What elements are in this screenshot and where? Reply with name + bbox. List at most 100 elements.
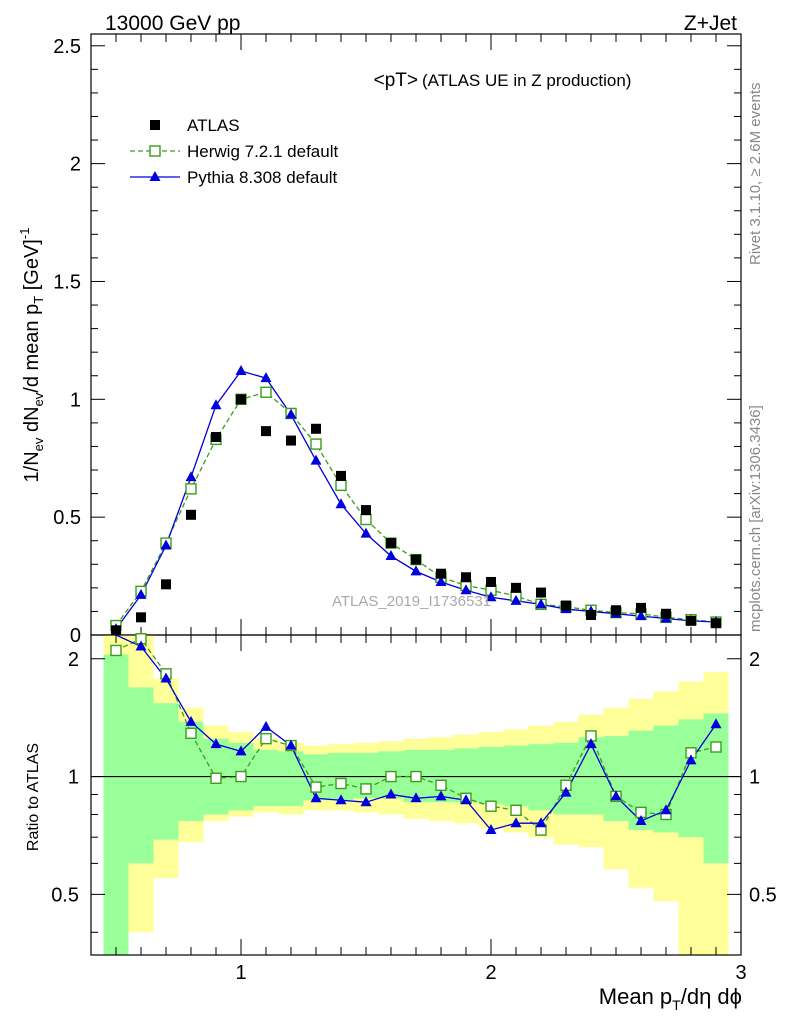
- atlas-marker: [336, 470, 346, 481]
- watermark: ATLAS_2019_I1736531: [332, 593, 491, 610]
- band-inner: [528, 744, 554, 811]
- herwig-marker: [335, 479, 347, 492]
- herwig-marker: [260, 732, 272, 745]
- mcplots-label: mcplots.cern.ch [arXiv:1306.3436]: [747, 405, 764, 632]
- y-tick-label: 1: [70, 389, 81, 411]
- atlas-marker: [161, 579, 171, 590]
- pythia-marker: [685, 754, 697, 765]
- herwig-line: [115, 391, 717, 626]
- herwig-marker: [185, 483, 197, 495]
- pythia-marker: [310, 792, 322, 803]
- pythia-marker: [260, 720, 272, 731]
- legend: ATLAS Herwig 7.2.1 default Pythia 8.308 de…: [130, 116, 338, 187]
- atlas-marker: [111, 625, 121, 636]
- herwig-marker: [110, 644, 122, 657]
- pythia-marker: [185, 471, 197, 482]
- x-tick-label: 1: [235, 962, 246, 984]
- atlas-marker: [236, 394, 246, 405]
- legend-label: Herwig 7.2.1 default: [187, 142, 338, 161]
- atlas-marker: [211, 432, 221, 443]
- pythia-marker: [310, 454, 322, 465]
- pythia-marker: [460, 794, 472, 805]
- pythia-marker: [410, 792, 422, 803]
- header-right: Z+Jet: [684, 12, 737, 35]
- pythia-marker: [260, 372, 272, 383]
- atlas-marker: [136, 612, 146, 623]
- pythia-marker: [585, 738, 597, 749]
- header-left: 13000 GeV pp: [105, 12, 240, 35]
- herwig-marker: [210, 772, 222, 784]
- atlas-marker: [486, 576, 496, 587]
- rivet-label: Rivet 3.1.10, ≥ 2.6M events: [747, 83, 764, 266]
- atlas-marker: [711, 618, 721, 629]
- atlas-marker: [311, 423, 321, 434]
- pythia-marker: [360, 527, 372, 538]
- x-tick-label: 2: [485, 962, 496, 984]
- herwig-marker: [435, 779, 447, 791]
- pythia-marker: [535, 598, 547, 609]
- pythia-marker: [335, 794, 347, 805]
- y-tick-label: 2.5: [53, 36, 81, 58]
- ratio-y-tick-label: 0.5: [51, 884, 79, 906]
- pythia-marker: [710, 718, 722, 729]
- plot-title: <pT>: [374, 70, 418, 91]
- atlas-marker: [261, 426, 271, 437]
- pythia-marker: [235, 365, 247, 376]
- ratio-y-axis-label: Ratio to ATLAS: [25, 743, 42, 851]
- atlas-marker: [636, 602, 646, 613]
- pythia-marker: [610, 790, 622, 801]
- x-tick-label: 3: [735, 962, 746, 984]
- pythia-marker: [485, 824, 497, 835]
- atlas-marker: [186, 509, 196, 520]
- atlas-marker: [561, 600, 571, 611]
- y-tick-label: 2: [70, 154, 81, 176]
- pythia-marker: [360, 796, 372, 807]
- herwig-marker: [510, 804, 522, 816]
- pythia-marker: [335, 498, 347, 509]
- herwig-marker: [410, 770, 422, 783]
- pythia-line: [115, 370, 717, 630]
- atlas-marker: [686, 615, 696, 626]
- atlas-marker: [411, 554, 421, 565]
- pythia-marker: [535, 817, 547, 828]
- herwig-marker: [310, 781, 322, 793]
- pythia-marker: [135, 588, 147, 599]
- ratio-y-tick-label: 2: [68, 649, 79, 671]
- band-inner: [503, 745, 529, 807]
- pythia-marker: [560, 786, 572, 797]
- atlas-marker: [150, 120, 160, 130]
- pythia-marker: [635, 814, 647, 825]
- pythia-marker: [149, 171, 161, 181]
- band-inner: [103, 654, 129, 955]
- pythia-marker: [385, 550, 397, 561]
- atlas-marker: [661, 608, 671, 619]
- atlas-marker: [536, 587, 546, 598]
- legend-label: Pythia 8.308 default: [187, 168, 338, 187]
- pythia-marker: [235, 745, 247, 756]
- band-inner: [478, 747, 504, 805]
- pythia-marker: [435, 575, 447, 586]
- herwig-marker: [235, 770, 247, 783]
- y-axis-label: 1/Nev dNev/d mean pT [GeV]-1: [17, 228, 46, 483]
- herwig-marker: [260, 386, 272, 398]
- pythia-marker: [285, 408, 297, 419]
- ratio-y-tick-label: 1: [749, 767, 760, 789]
- band-inner: [578, 737, 604, 815]
- pythia-marker: [210, 738, 222, 749]
- x-axis-label: Mean pT/dη dϕ: [599, 984, 742, 1013]
- pythia-marker: [185, 715, 197, 726]
- herwig-marker: [485, 800, 497, 812]
- atlas-marker: [361, 505, 371, 516]
- atlas-marker: [511, 582, 521, 593]
- ratio-y-tick-label: 2: [749, 649, 760, 671]
- atlas-marker: [611, 605, 621, 616]
- pythia-marker: [435, 790, 447, 801]
- herwig-marker: [710, 741, 722, 753]
- atlas-marker: [586, 609, 596, 620]
- ratio-y-tick-label: 1: [68, 767, 79, 789]
- pythia-marker: [285, 739, 297, 750]
- herwig-marker: [310, 438, 322, 450]
- y-tick-label: 0.5: [53, 507, 81, 529]
- atlas-marker: [286, 435, 296, 446]
